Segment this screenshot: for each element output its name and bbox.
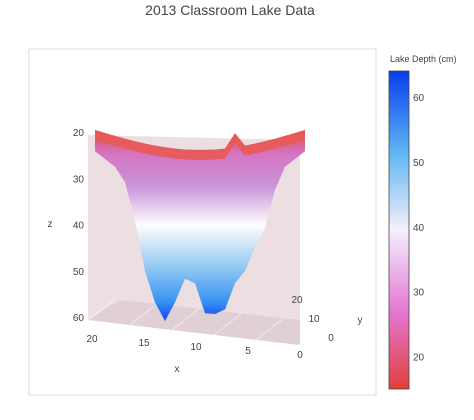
x-tick-label: 15 [138,338,150,349]
z-tick-label: 40 [73,221,85,232]
floor-grid-line [87,297,117,321]
colorbar [388,70,410,390]
colorbar-tick-label: 40 [413,223,425,234]
z-tick-label: 50 [73,267,85,278]
z-axis-label: z [48,219,53,230]
floor-grid-line [171,307,201,331]
floor-grid [87,297,327,346]
x-tick-label: 0 [297,350,303,361]
x-tick-label: 5 [245,346,251,357]
y-axis-ticks: 20 10 0 [291,295,334,344]
chart-title: 2013 Classroom Lake Data [145,2,315,18]
floor-grid-line [297,322,327,346]
y-tick-label: 20 [291,295,303,306]
colorbar-tick-label: 20 [413,353,425,364]
floor-plane [88,300,300,345]
z-tick-label: 60 [73,313,85,324]
x-axis-label: x [175,364,180,375]
y-axis-label: y [358,315,363,326]
colorbar-ticks: 60 50 40 30 20 [413,93,425,364]
floor-grid-line [255,317,285,341]
x-axis-ticks: 20 15 10 5 0 [86,334,303,361]
z-tick-label: 30 [73,174,85,185]
x-tick-label: 20 [86,334,98,345]
y-tick-label: 10 [308,314,320,325]
floor-grid-line [129,302,159,326]
z-tick-label: 20 [73,128,85,139]
z-axis-ticks: 20 30 40 50 60 [73,128,85,324]
lake-depth-surface [95,130,305,321]
x-tick-label: 10 [190,342,202,353]
colorbar-tick-label: 30 [413,288,425,299]
y-tick-label: 0 [328,333,334,344]
floor-grid-line [213,312,243,336]
colorbar-title: Lake Depth (cm) [390,54,457,64]
colorbar-tick-label: 60 [413,93,425,104]
colorbar-tick-label: 50 [413,158,425,169]
plot-scene-frame [28,48,377,396]
surface-rim [95,130,305,160]
